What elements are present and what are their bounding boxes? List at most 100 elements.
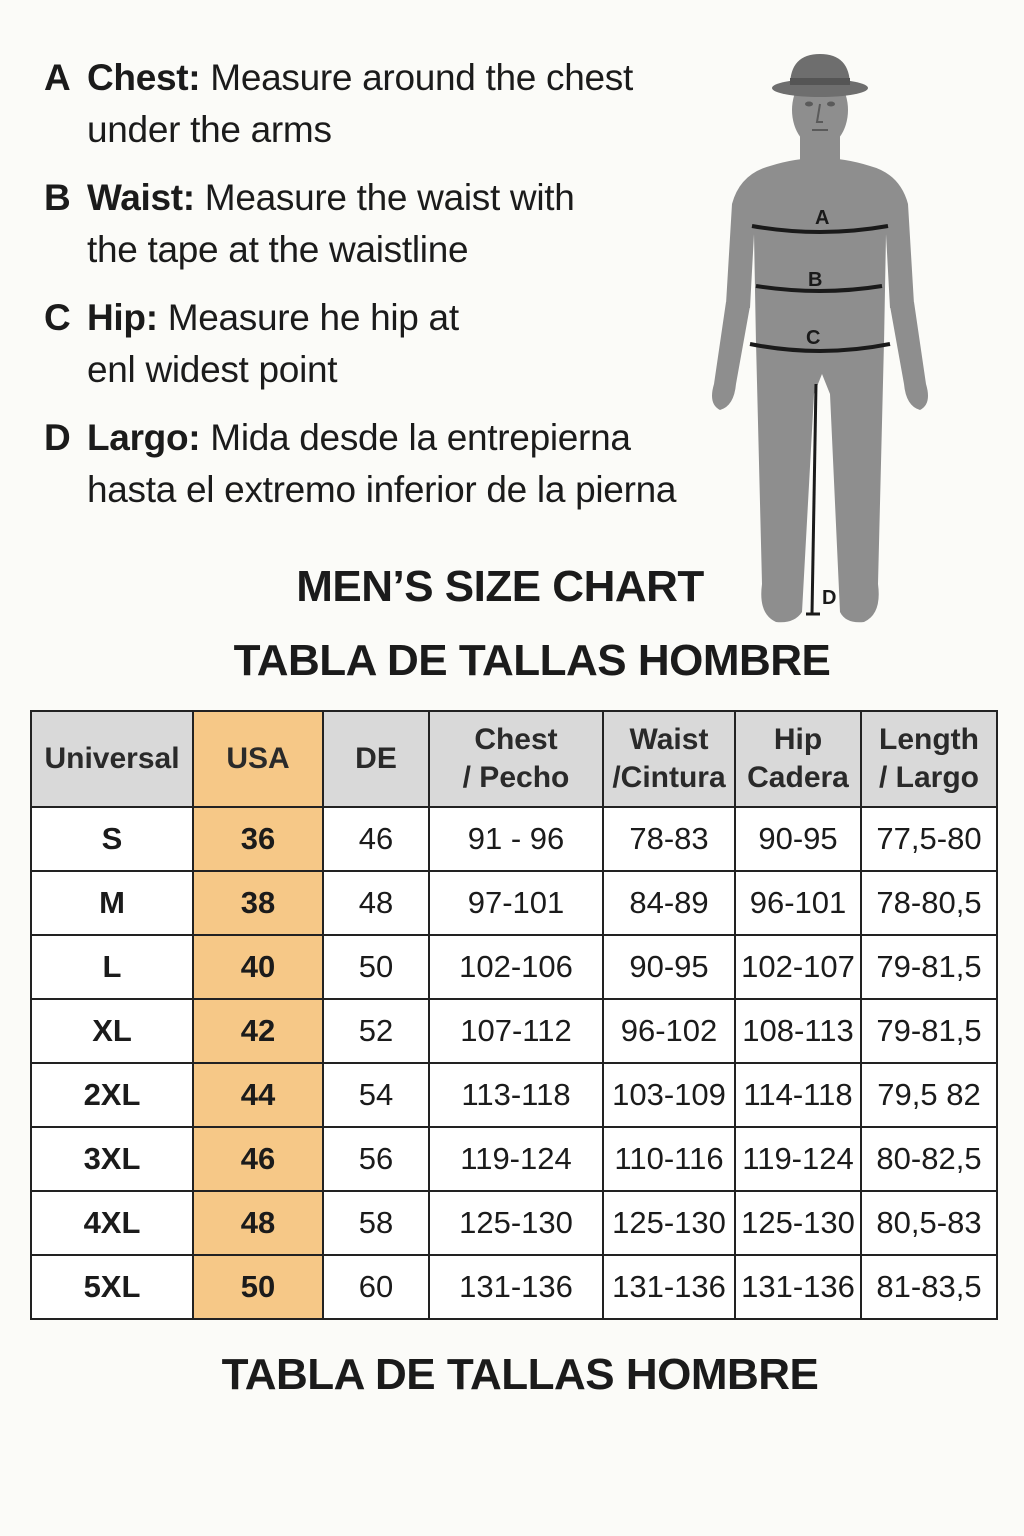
cell-de: 54 [322, 1062, 430, 1128]
cell-hip: 96-101 [734, 870, 862, 936]
instruction-letter: D [44, 417, 71, 458]
cell-waist: 131-136 [602, 1254, 736, 1320]
hip-measure-line [749, 342, 891, 353]
instruction-label: Chest: [87, 57, 201, 98]
cell-waist: 78-83 [602, 806, 736, 872]
cell-waist: 90-95 [602, 934, 736, 1000]
cell-usa: 36 [192, 806, 324, 872]
header-de: DE [322, 710, 430, 808]
marker-d: D [822, 587, 836, 609]
cell-length: 80-82,5 [860, 1126, 998, 1192]
header-length: Length / Largo [860, 710, 998, 808]
header-waist: Waist/Cintura [602, 710, 736, 808]
cell-length: 79-81,5 [860, 998, 998, 1064]
cell-universal: S [30, 806, 194, 872]
instruction-hip: C Hip: Measure he hip at enl widest poin… [44, 292, 694, 396]
header-universal: Universal [30, 710, 194, 808]
person-silhouette-icon [712, 54, 928, 623]
table-header-row: Universal USA DE Chest / Pecho Waist/Cint… [30, 710, 998, 808]
cell-length: 79-81,5 [860, 934, 998, 1000]
cell-hip: 131-136 [734, 1254, 862, 1320]
instruction-waist: B Waist: Measure the waist with the tape… [44, 172, 694, 276]
body-measurement-figure: A B C D [690, 44, 950, 644]
cell-hip: 119-124 [734, 1126, 862, 1192]
cell-hip: 114-118 [734, 1062, 862, 1128]
cell-de: 60 [322, 1254, 430, 1320]
cell-usa: 40 [192, 934, 324, 1000]
title-english: MEN’S SIZE CHART [296, 562, 704, 611]
title-spanish: TABLA DE TALLAS HOMBRE [233, 636, 831, 685]
measurement-instructions: A Chest: Measure around the chest under … [44, 52, 694, 532]
instruction-text: Measure around the chest [200, 57, 633, 98]
table-row: M 38 48 97-101 84-89 96-101 78-80,5 [30, 870, 998, 936]
cell-de: 48 [322, 870, 430, 936]
cell-hip: 125-130 [734, 1190, 862, 1256]
instruction-label: Waist: [87, 177, 195, 218]
instruction-length: D Largo: Mida desde la entrepierna hasta… [44, 412, 694, 516]
cell-hip: 102-107 [734, 934, 862, 1000]
footer-title: TABLA DE TALLAS HOMBRE [221, 1350, 819, 1399]
instruction-text: the tape at the waistline [87, 229, 469, 270]
cell-chest: 125-130 [428, 1190, 604, 1256]
cell-waist: 84-89 [602, 870, 736, 936]
hat-icon [772, 54, 868, 97]
instruction-text: enl widest point [87, 349, 338, 390]
table-row: 5XL 50 60 131-136 131-136 131-136 81-83,… [30, 1254, 998, 1320]
cell-de: 52 [322, 998, 430, 1064]
cell-usa: 50 [192, 1254, 324, 1320]
cell-hip: 90-95 [734, 806, 862, 872]
cell-usa: 38 [192, 870, 324, 936]
marker-b: B [808, 269, 822, 291]
instruction-letter: B [44, 177, 71, 218]
cell-waist: 96-102 [602, 998, 736, 1064]
marker-c: C [806, 327, 820, 349]
instruction-letter: A [44, 57, 71, 98]
cell-usa: 46 [192, 1126, 324, 1192]
cell-universal: 2XL [30, 1062, 194, 1128]
cell-chest: 131-136 [428, 1254, 604, 1320]
table-row: 3XL 46 56 119-124 110-116 119-124 80-82,… [30, 1126, 998, 1192]
cell-chest: 91 - 96 [428, 806, 604, 872]
instruction-text: Mida desde la entrepierna [200, 417, 631, 458]
cell-chest: 102-106 [428, 934, 604, 1000]
cell-de: 58 [322, 1190, 430, 1256]
cell-hip: 108-113 [734, 998, 862, 1064]
instruction-text: under the arms [87, 109, 332, 150]
table-row: S 36 46 91 - 96 78-83 90-95 77,5-80 [30, 806, 998, 872]
cell-waist: 125-130 [602, 1190, 736, 1256]
instruction-text: Measure the waist with [194, 177, 575, 218]
cell-chest: 113-118 [428, 1062, 604, 1128]
cell-universal: 3XL [30, 1126, 194, 1192]
cell-chest: 119-124 [428, 1126, 604, 1192]
cell-de: 50 [322, 934, 430, 1000]
chest-measure-line [751, 224, 889, 234]
instruction-chest: A Chest: Measure around the chest under … [44, 52, 694, 156]
marker-a: A [815, 207, 829, 229]
cell-usa: 44 [192, 1062, 324, 1128]
inseam-measure-line [810, 383, 818, 615]
header-usa: USA [192, 710, 324, 808]
size-chart-table: Universal USA DE Chest / Pecho Waist/Cint… [30, 710, 998, 1320]
cell-usa: 42 [192, 998, 324, 1064]
instruction-letter: C [44, 297, 71, 338]
cell-chest: 97-101 [428, 870, 604, 936]
cell-length: 80,5-83 [860, 1190, 998, 1256]
instruction-text: hasta el extremo inferior de la pierna [87, 469, 677, 510]
cell-universal: M [30, 870, 194, 936]
cell-chest: 107-112 [428, 998, 604, 1064]
cell-length: 81-83,5 [860, 1254, 998, 1320]
waist-measure-line [755, 284, 883, 293]
table-row: 4XL 48 58 125-130 125-130 125-130 80,5-8… [30, 1190, 998, 1256]
instruction-text: Measure he hip at [157, 297, 459, 338]
cell-universal: L [30, 934, 194, 1000]
cell-waist: 103-109 [602, 1062, 736, 1128]
header-hip: Hip Cadera [734, 710, 862, 808]
cell-usa: 48 [192, 1190, 324, 1256]
cell-universal: 5XL [30, 1254, 194, 1320]
header-chest: Chest / Pecho [428, 710, 604, 808]
instruction-label: Largo: [87, 417, 201, 458]
cell-de: 56 [322, 1126, 430, 1192]
cell-universal: XL [30, 998, 194, 1064]
instruction-label: Hip: [87, 297, 158, 338]
cell-length: 77,5-80 [860, 806, 998, 872]
